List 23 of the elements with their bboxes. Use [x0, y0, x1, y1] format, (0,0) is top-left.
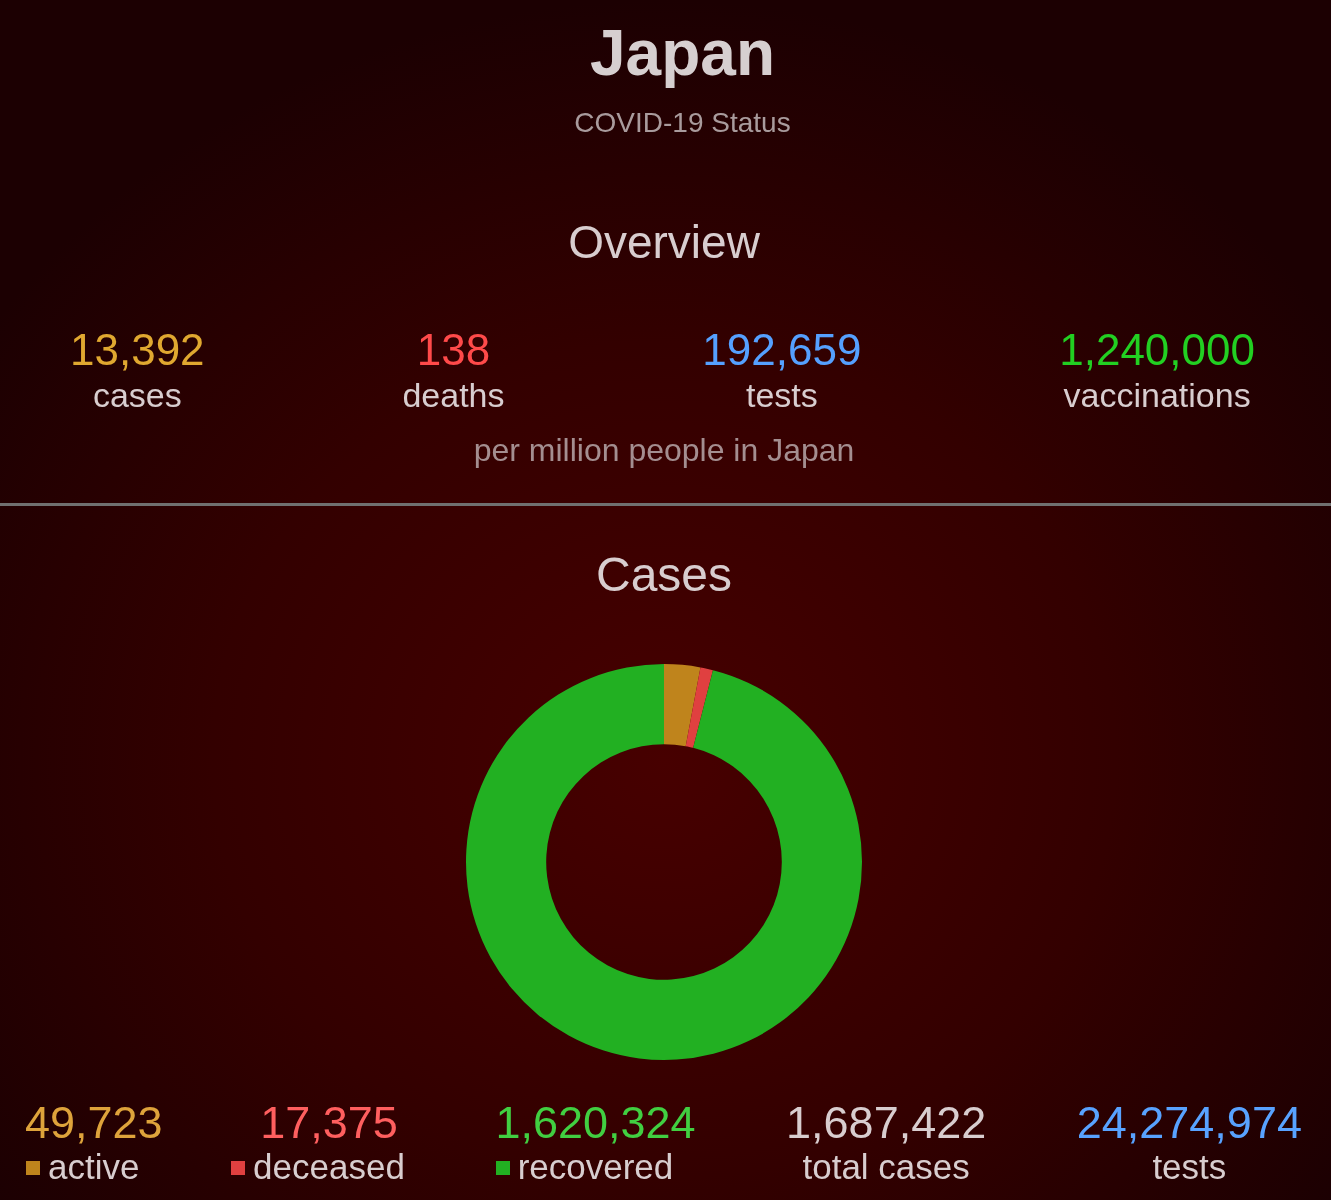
- text: COVID-19 Status: [573, 107, 792, 138]
- data-label: 13,392: [70, 325, 205, 374]
- data-label: 1,620,324: [495, 1097, 696, 1148]
- legend-label: active: [48, 1147, 140, 1186]
- chart-title: Cases: [594, 548, 734, 601]
- text: 24,274,974: [1076, 1097, 1302, 1148]
- text: Overview: [567, 216, 761, 268]
- text: 1,687,422: [786, 1097, 987, 1148]
- text: tests: [1152, 1147, 1227, 1186]
- category-label: vaccinations: [1063, 376, 1251, 414]
- text: Japan: [589, 17, 776, 89]
- data-label: 17,375: [260, 1097, 398, 1148]
- data-label: 49,723: [25, 1097, 163, 1148]
- category-label: tests: [745, 376, 818, 414]
- legend-label: recovered: [517, 1147, 674, 1186]
- text: total cases: [802, 1147, 970, 1186]
- text: per million people in Japan: [472, 432, 856, 468]
- data-label: 1,240,000: [1059, 325, 1255, 374]
- legend-label: deceased: [253, 1147, 405, 1186]
- data-label: 138: [416, 325, 491, 374]
- data-label: 192,659: [702, 325, 862, 374]
- category-label: deaths: [402, 376, 505, 414]
- category-label: cases: [92, 376, 182, 414]
